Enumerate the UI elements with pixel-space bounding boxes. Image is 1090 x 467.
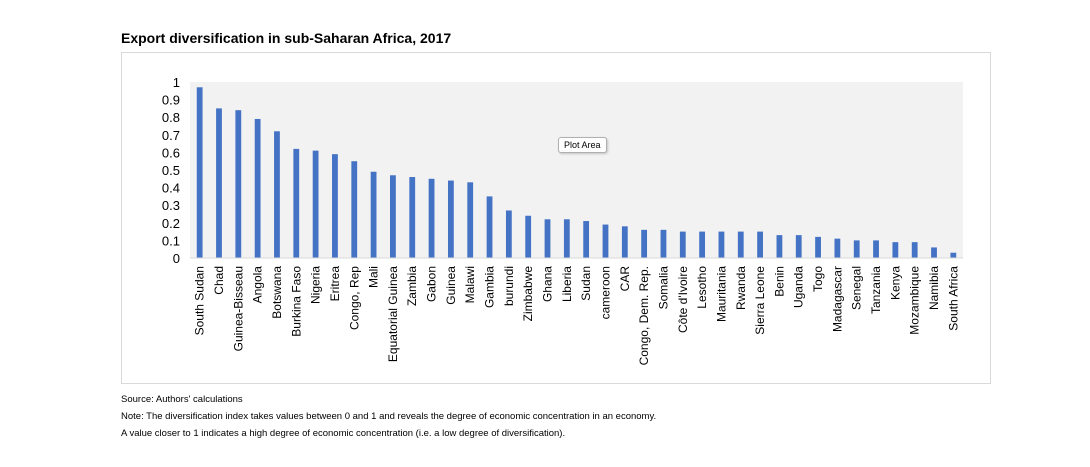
x-tick-label: Lesotho [695,266,709,309]
x-tick-label: Mali [367,266,381,288]
bar [834,238,841,258]
bar [950,252,957,258]
bar [312,150,319,258]
bar [332,154,338,258]
x-tick-label: Botswana [270,266,284,319]
y-tick-label: 0.3 [162,198,180,213]
bar [892,242,899,258]
x-tick-label: cameroon [598,266,612,319]
x-tick-label: Nigeria [309,266,323,304]
x-tick-label: Kenya [888,266,902,300]
x-tick-label: Mauritania [714,266,728,322]
bar [351,161,358,258]
bar [428,178,435,258]
y-tick-label: 1 [173,75,180,90]
x-tick-label: Rwanda [734,266,748,310]
y-tick-label: 0.5 [162,163,180,178]
bar [737,231,744,258]
bar [641,229,648,258]
x-tick-label: Equatorial Guinea [386,266,400,362]
bar [699,231,706,258]
bar [776,235,783,258]
bar [563,219,570,258]
y-tick-label: 0.8 [162,110,180,125]
bar [583,221,590,258]
x-tick-label: Burkina Faso [289,266,303,337]
interpretation-note: A value closer to 1 indicates a high deg… [121,428,566,439]
y-tick-label: 0.6 [162,145,180,160]
x-tick-label: Gabon [425,266,439,302]
x-tick-label: Guinea [444,266,458,305]
bar [602,224,609,258]
y-tick-label: 0.7 [162,128,180,143]
bar [196,87,203,258]
bar [757,231,763,258]
x-tick-label: Gambia [483,266,497,308]
bar [544,219,551,258]
x-tick-label: Senegal [850,266,864,310]
x-tick-label: South Sudan [193,266,207,335]
bar [525,215,532,258]
y-tick-label: 0.9 [162,93,180,108]
x-tick-label: Uganda [792,266,806,308]
x-tick-label: Mozambique [908,266,922,335]
x-tick-label: burundi [502,266,516,306]
bar [254,118,261,259]
bar [505,210,512,258]
y-tick-label: 0.2 [162,216,180,231]
x-tick-label: Congo, Rep [347,266,361,330]
bar [486,196,493,258]
x-tick-label: Tanzania [869,266,883,314]
bar [931,247,937,258]
x-tick-label: Angola [251,266,265,304]
x-tick-label: Zambia [405,266,419,306]
chart-notes: Source: Authors' calculations Note: The … [121,391,656,442]
x-tick-label: Ghana [541,266,555,302]
x-tick-label: Guinea-Bisseau [231,266,245,351]
bar [390,175,396,258]
bar [660,229,667,258]
bar [235,110,242,258]
y-tick-label: 0.1 [162,233,180,248]
bar [795,235,802,258]
y-tick-label: 0 [173,251,180,266]
bar [409,177,416,258]
x-tick-label: Côte d'Ivoire [676,266,690,333]
x-tick-label: Zimbabwe [521,266,535,322]
x-tick-label: Namibia [927,266,941,310]
x-tick-label: Chad [212,266,226,295]
chart-title: Export diversification in sub-Saharan Af… [121,30,452,46]
x-tick-label: CAR [618,266,632,292]
x-tick-label: Somalia [656,266,670,310]
bar [718,231,725,258]
bar [815,236,821,258]
bar [216,108,222,259]
x-tick-label: Sudan [579,266,593,301]
plot-area [190,82,963,258]
bar [274,131,280,258]
x-tick-label: Malawi [463,266,477,303]
bar [873,240,879,258]
x-tick-label: Congo, Dem. Rep. [637,266,651,365]
plot-area-tooltip: Plot Area [558,137,607,153]
bar [467,182,474,258]
bar [853,240,860,258]
methodology-note: Note: The diversification index takes va… [121,411,657,422]
x-tick-label: South Africa [946,266,960,331]
x-tick-label: Liberia [560,266,574,302]
x-tick-label: Eritrea [328,266,342,302]
x-tick-label: Benin [772,266,786,297]
bar [370,171,377,258]
y-tick-label: 0.4 [162,181,180,196]
bar [447,180,454,258]
x-tick-label: Madagascar [830,266,844,332]
x-tick-label: Sierra Leone [753,266,767,335]
bar [293,148,300,258]
bar [679,231,686,258]
bar [911,242,918,258]
bar [621,226,628,258]
source-note: Source: Authors' calculations [121,394,243,405]
x-tick-label: Togo [811,266,825,292]
